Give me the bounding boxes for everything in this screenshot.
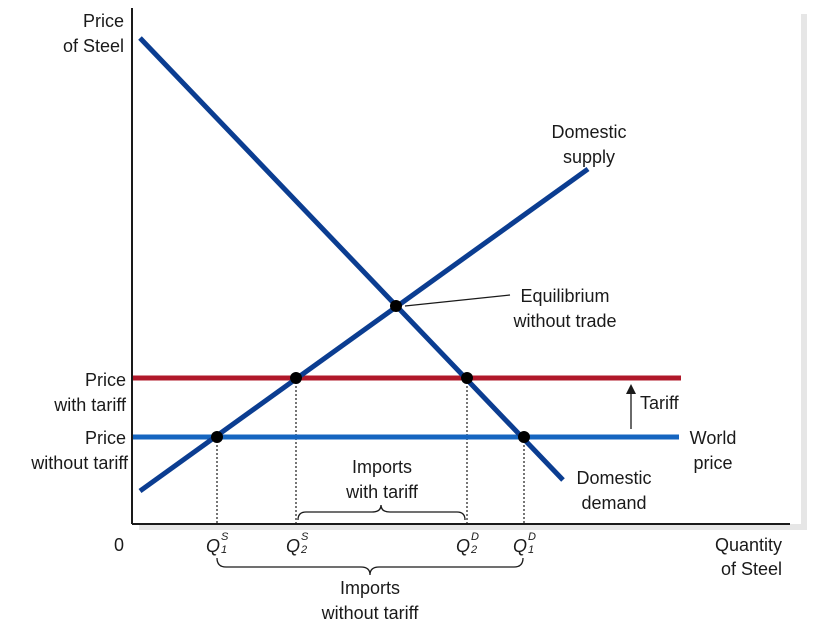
point-q2d — [461, 372, 473, 384]
q1d-sub: 1 — [528, 544, 534, 556]
x-axis-label-line1: Quantity — [715, 535, 782, 555]
imports-with-tariff-line2: with tariff — [345, 482, 419, 502]
domestic-demand-curve — [138, 36, 565, 482]
point-q1s — [211, 431, 223, 443]
q2d-sub: 2 — [470, 544, 477, 556]
world-price-label-line2: price — [693, 453, 732, 473]
y-axis-label-line2: of Steel — [63, 36, 124, 56]
quantity-label-q1d: Q D 1 — [513, 531, 536, 556]
price-with-tariff-line2: with tariff — [53, 395, 127, 415]
imports-without-tariff-line2: without tariff — [321, 603, 420, 623]
imports-with-tariff-line1: Imports — [352, 457, 412, 477]
tariff-arrow-head-icon — [626, 384, 636, 394]
demand-label-line2: demand — [581, 493, 646, 513]
imports-without-tariff-brace — [216, 557, 524, 576]
q2s-base: Q — [286, 536, 300, 556]
price-without-tariff-line1: Price — [85, 428, 126, 448]
q1s-sup: S — [221, 531, 229, 543]
q2d-sup: D — [471, 531, 479, 543]
y-axis-label-line1: Price — [83, 11, 124, 31]
q1s-base: Q — [206, 536, 220, 556]
point-q2s — [290, 372, 302, 384]
world-price-label-line1: World — [690, 428, 737, 448]
equilibrium-label-line2: without trade — [512, 311, 616, 331]
imports-without-tariff-line1: Imports — [340, 578, 400, 598]
supply-label-line2: supply — [563, 147, 615, 167]
q2s-sup: S — [301, 531, 309, 543]
demand-label-line1: Domestic — [576, 468, 651, 488]
quantity-label-q2d: Q D 2 — [456, 531, 479, 556]
q1s-sub: 1 — [221, 544, 227, 556]
equilibrium-label-line1: Equilibrium — [520, 286, 609, 306]
x-axis-label-line2: of Steel — [721, 559, 782, 579]
equilibrium-point — [390, 300, 402, 312]
q2d-base: Q — [456, 536, 470, 556]
supply-label-line1: Domestic — [551, 122, 626, 142]
equilibrium-leader-line — [404, 294, 511, 307]
tariff-label: Tariff — [640, 393, 680, 413]
origin-label: 0 — [114, 535, 124, 555]
q1d-sup: D — [528, 531, 536, 543]
price-without-tariff-line2: without tariff — [30, 453, 129, 473]
price-with-tariff-line1: Price — [85, 370, 126, 390]
q2s-sub: 2 — [300, 544, 307, 556]
imports-with-tariff-brace — [297, 504, 466, 521]
point-q1d — [518, 431, 530, 443]
quantity-label-q2s: Q S 2 — [286, 531, 309, 556]
q1d-base: Q — [513, 536, 527, 556]
quantity-label-q1s: Q S 1 — [206, 531, 229, 556]
